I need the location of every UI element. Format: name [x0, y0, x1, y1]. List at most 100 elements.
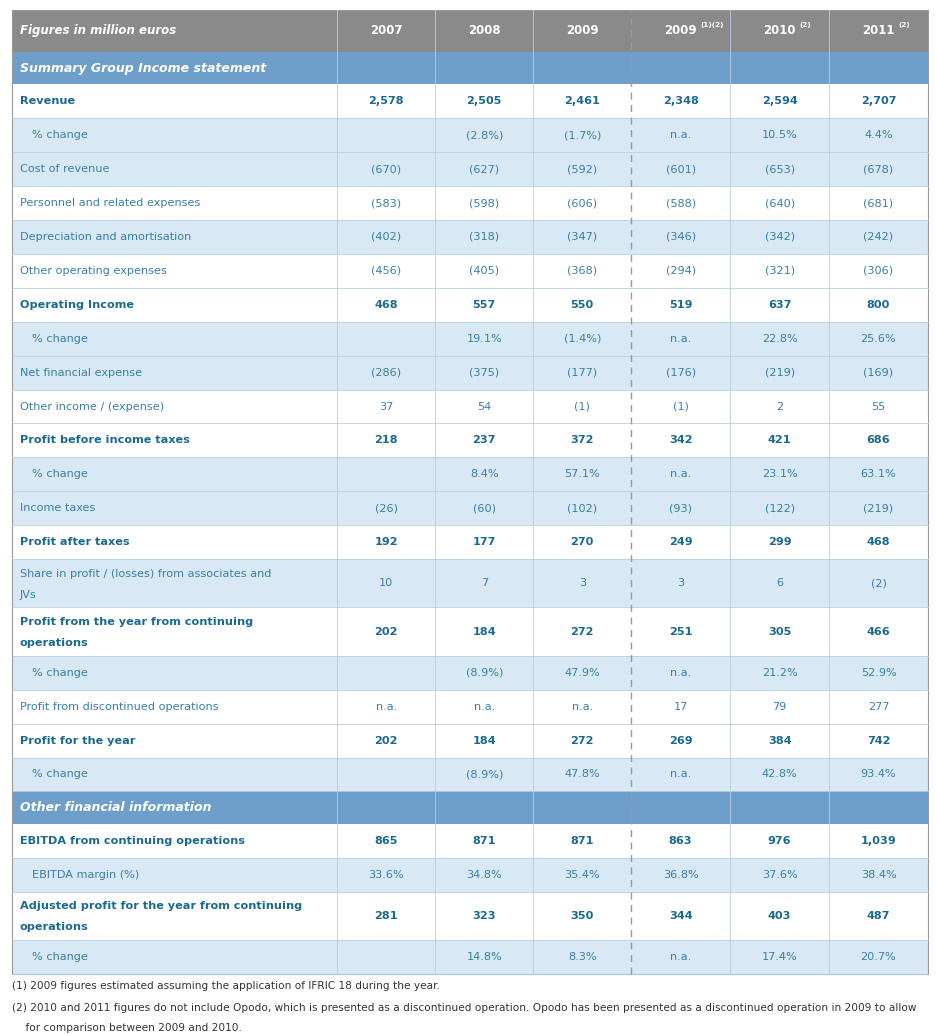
Text: Profit before income taxes: Profit before income taxes — [20, 435, 190, 446]
Text: 871: 871 — [571, 835, 594, 846]
Text: 487: 487 — [867, 911, 890, 921]
Text: 35.4%: 35.4% — [564, 870, 600, 880]
Text: 350: 350 — [571, 911, 594, 921]
Text: 2,707: 2,707 — [861, 96, 896, 107]
Text: Revenue: Revenue — [20, 96, 75, 107]
Text: 33.6%: 33.6% — [368, 870, 404, 880]
Text: (653): (653) — [764, 164, 794, 174]
Text: Income taxes: Income taxes — [20, 504, 95, 513]
Text: Operating Income: Operating Income — [20, 300, 134, 310]
Text: 37.6%: 37.6% — [761, 870, 797, 880]
Text: 372: 372 — [571, 435, 594, 446]
Text: 344: 344 — [669, 911, 693, 921]
Bar — [12, 724, 928, 758]
Text: (1): (1) — [673, 401, 689, 412]
Text: (26): (26) — [375, 504, 398, 513]
Bar — [12, 186, 928, 220]
Text: 742: 742 — [867, 735, 890, 746]
Text: (375): (375) — [469, 368, 499, 377]
Text: 202: 202 — [374, 627, 398, 637]
Text: 93.4%: 93.4% — [861, 769, 897, 780]
Text: 184: 184 — [473, 627, 496, 637]
Text: 305: 305 — [768, 627, 791, 637]
Text: % change: % change — [32, 952, 87, 962]
Text: 55: 55 — [871, 401, 885, 412]
Text: (8.9%): (8.9%) — [465, 668, 503, 677]
Text: 272: 272 — [571, 735, 594, 746]
Text: 10: 10 — [379, 578, 393, 588]
Text: Profit after taxes: Profit after taxes — [20, 538, 130, 547]
Text: (242): (242) — [864, 232, 894, 242]
Bar — [12, 390, 928, 424]
Text: operations: operations — [20, 922, 88, 933]
Text: (2.8%): (2.8%) — [465, 130, 503, 141]
Text: (592): (592) — [567, 164, 597, 174]
Text: (176): (176) — [666, 368, 696, 377]
Bar — [12, 940, 928, 974]
Text: 2011: 2011 — [862, 25, 895, 37]
Bar — [12, 656, 928, 690]
Text: 20.7%: 20.7% — [861, 952, 897, 962]
Bar — [12, 559, 928, 607]
Text: (606): (606) — [567, 199, 597, 208]
Text: n.a.: n.a. — [670, 469, 691, 480]
Text: 468: 468 — [374, 300, 398, 310]
Text: (8.9%): (8.9%) — [465, 769, 503, 780]
Text: (93): (93) — [669, 504, 692, 513]
Bar — [12, 791, 928, 824]
Text: 251: 251 — [669, 627, 693, 637]
Text: 686: 686 — [867, 435, 890, 446]
Text: 47.9%: 47.9% — [564, 668, 600, 677]
Text: (2): (2) — [870, 578, 886, 588]
Text: Figures in million euros: Figures in million euros — [20, 25, 177, 37]
Text: n.a.: n.a. — [376, 702, 397, 711]
Text: 557: 557 — [473, 300, 495, 310]
Text: Share in profit / (losses) from associates and: Share in profit / (losses) from associat… — [20, 569, 272, 579]
Text: 519: 519 — [669, 300, 693, 310]
Text: 421: 421 — [768, 435, 791, 446]
Text: (219): (219) — [864, 504, 894, 513]
Text: 2008: 2008 — [468, 25, 500, 37]
Text: 976: 976 — [768, 835, 791, 846]
Text: 37: 37 — [379, 401, 393, 412]
Text: Profit for the year: Profit for the year — [20, 735, 135, 746]
Bar — [12, 152, 928, 186]
Text: 2,594: 2,594 — [761, 96, 797, 107]
Text: (346): (346) — [666, 232, 696, 242]
Text: (627): (627) — [469, 164, 499, 174]
Text: (1)(2): (1)(2) — [700, 22, 724, 28]
Text: % change: % change — [32, 130, 87, 141]
Bar — [12, 858, 928, 891]
Text: 38.4%: 38.4% — [861, 870, 897, 880]
Text: 3: 3 — [579, 578, 586, 588]
Text: 25.6%: 25.6% — [861, 334, 897, 343]
Text: (588): (588) — [666, 199, 696, 208]
Text: 34.8%: 34.8% — [466, 870, 502, 880]
Text: 299: 299 — [768, 538, 791, 547]
Bar — [12, 457, 928, 491]
Text: 10.5%: 10.5% — [761, 130, 797, 141]
Text: 2,348: 2,348 — [663, 96, 698, 107]
Text: (306): (306) — [864, 266, 894, 276]
Text: n.a.: n.a. — [670, 668, 691, 677]
Text: 2010: 2010 — [763, 25, 796, 37]
Text: 2009: 2009 — [665, 25, 697, 37]
Text: (318): (318) — [469, 232, 499, 242]
Text: 177: 177 — [473, 538, 496, 547]
Text: 871: 871 — [473, 835, 496, 846]
Text: (402): (402) — [371, 232, 401, 242]
Text: 14.8%: 14.8% — [466, 952, 502, 962]
Text: (583): (583) — [371, 199, 401, 208]
Text: (219): (219) — [764, 368, 794, 377]
Bar — [12, 824, 928, 858]
Text: (60): (60) — [473, 504, 495, 513]
Bar — [12, 254, 928, 287]
Text: (456): (456) — [371, 266, 401, 276]
Text: for comparison between 2009 and 2010.: for comparison between 2009 and 2010. — [12, 1023, 242, 1033]
Text: 2: 2 — [776, 401, 783, 412]
Text: 550: 550 — [571, 300, 594, 310]
Text: (1.4%): (1.4%) — [563, 334, 601, 343]
Text: Cost of revenue: Cost of revenue — [20, 164, 109, 174]
Text: 184: 184 — [473, 735, 496, 746]
Text: 863: 863 — [669, 835, 693, 846]
